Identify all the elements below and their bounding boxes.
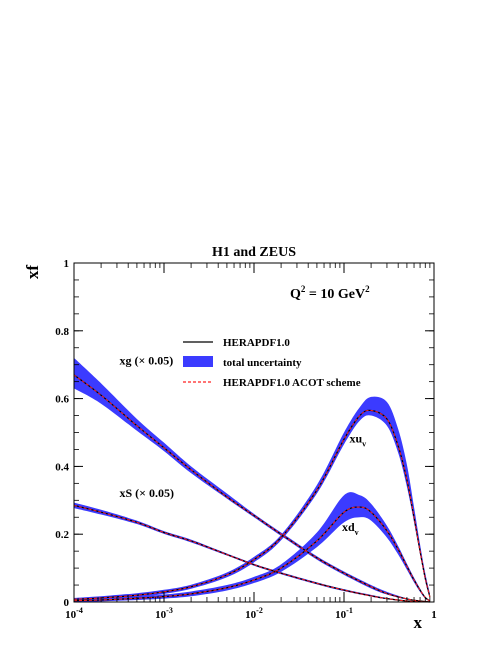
x-tick-label: 1 bbox=[431, 609, 437, 621]
acot-curve bbox=[73, 504, 430, 603]
y-tick-label: 0.8 bbox=[55, 326, 69, 338]
central-curve bbox=[73, 409, 431, 600]
legend-label: HERAPDF1.0 ACOT scheme bbox=[223, 377, 361, 389]
q2-sup2: 2 bbox=[365, 284, 370, 294]
q2-label: Q2 = 10 GeV2 bbox=[290, 284, 370, 302]
chart-text: H1 and ZEUS xf x Q2 = 10 GeV2 xg (× 0.05… bbox=[23, 245, 423, 632]
x-tick-label: 10-1 bbox=[335, 606, 353, 621]
series-label: xS (× 0.05) bbox=[119, 486, 174, 500]
y-tick-label: 0 bbox=[64, 597, 70, 609]
y-tick-label: 0.2 bbox=[55, 529, 69, 541]
y-axis-label: xf bbox=[23, 265, 42, 280]
acot-curve bbox=[73, 409, 431, 600]
series-label: xuv bbox=[349, 432, 366, 449]
uncertainty-band bbox=[74, 492, 430, 602]
legend-label: total uncertainty bbox=[223, 357, 302, 369]
q2-mid: = 10 GeV bbox=[305, 287, 365, 302]
y-tick-label: 0.6 bbox=[55, 394, 69, 406]
y-tick-label: 0.4 bbox=[55, 461, 69, 473]
uncertainty-band bbox=[74, 357, 430, 602]
q2-sup: 2 bbox=[301, 284, 306, 294]
uncertainty-band bbox=[74, 396, 430, 601]
x-axis-label: x bbox=[414, 613, 423, 632]
legend: HERAPDF1.0 total uncertainty HERAPDF1.0 AC… bbox=[183, 337, 361, 389]
uncertainty-band bbox=[74, 502, 430, 603]
x-tick-label: 10-2 bbox=[245, 606, 263, 621]
uncertainty-bands bbox=[74, 357, 430, 603]
legend-swatch-band bbox=[183, 356, 213, 367]
plot-frame bbox=[73, 262, 435, 603]
x-tick-label: 10-3 bbox=[155, 606, 173, 621]
series-label: xg (× 0.05) bbox=[119, 354, 173, 368]
axes: 0 0.2 0.4 0.6 0.8 1 10-4 10-3 10-2 10-1 1 bbox=[55, 258, 437, 621]
chart-title: H1 and ZEUS bbox=[212, 245, 296, 260]
y-tick-label: 1 bbox=[64, 258, 70, 270]
acot-curve bbox=[73, 374, 430, 603]
x-tick-label: 10-4 bbox=[65, 606, 83, 621]
series-label: xdv bbox=[342, 520, 359, 537]
q2-base: Q bbox=[290, 287, 301, 302]
legend-label: HERAPDF1.0 bbox=[223, 337, 290, 349]
